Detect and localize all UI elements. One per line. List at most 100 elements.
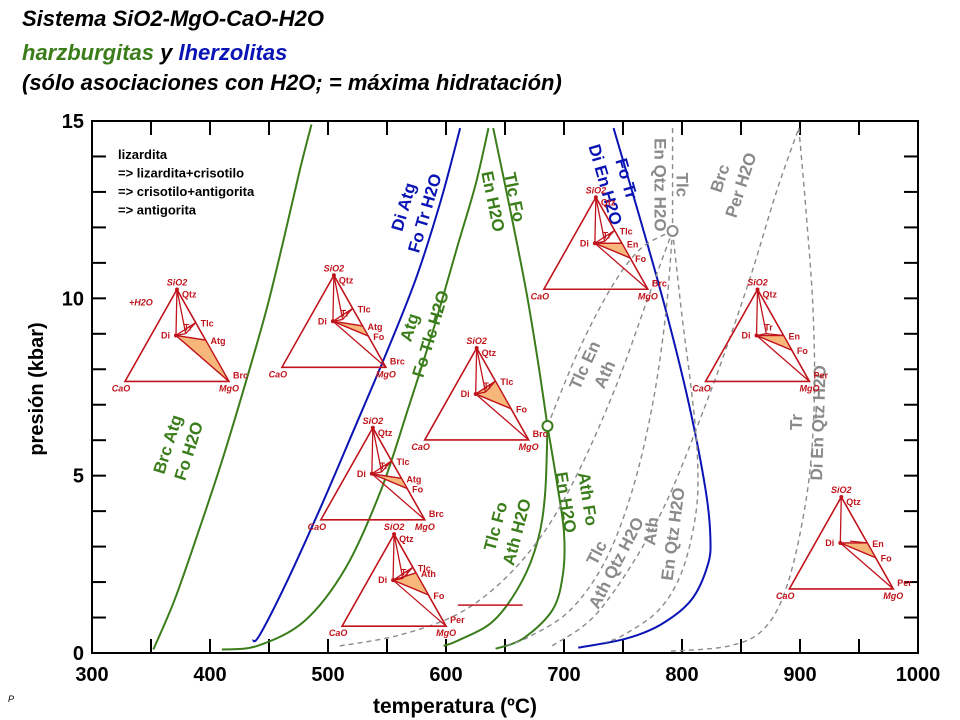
ternary-outline <box>123 287 231 383</box>
ternary-label: Fo <box>797 346 808 356</box>
reaction-curve-1 <box>251 127 462 643</box>
reaction-curve-12 <box>551 127 800 647</box>
x-axis-label: temperatura (ºC) <box>373 695 537 718</box>
reaction-curve-2 <box>221 127 490 651</box>
ternary-label: Di <box>357 469 366 479</box>
ternary-vertex-sio2 <box>474 345 479 350</box>
ternary-label: Atg <box>368 322 383 332</box>
ternary-label: Di <box>825 538 834 548</box>
reaction-curve-5 <box>495 425 566 650</box>
ternary-tie-line <box>594 229 615 244</box>
ternary-tie-line <box>333 275 344 320</box>
y-tick-label: 5 <box>73 466 84 488</box>
ternary-tri-6: SiO2 Qtz Di Tr Tlc En Fo Brc CaO MgO <box>531 185 667 301</box>
ternary-vertex-di <box>754 333 759 338</box>
ternary-tie-line <box>175 322 197 337</box>
ternary-label: MgO <box>519 442 539 452</box>
ternary-tie-line <box>332 320 387 368</box>
ternary-label: Brc <box>233 370 248 380</box>
ternary-tie-line <box>371 473 426 521</box>
ternary-outline <box>319 426 427 521</box>
x-tick-label: 1000 <box>896 664 941 686</box>
legend-line: => crisotilo+antigorita <box>118 184 255 199</box>
ternary-label: CaO <box>329 628 348 638</box>
ternary-label: MgO <box>376 369 396 379</box>
invariant-point <box>666 224 679 237</box>
ternary-label: Tr <box>380 461 389 471</box>
ternary-label: MgO <box>800 383 820 393</box>
ternary-tie-line <box>392 579 447 627</box>
ternary-label: Tlc <box>418 563 431 573</box>
ternary-label: CaO <box>776 591 795 601</box>
ternary-tie-line <box>595 197 606 242</box>
ternary-label: Tlc <box>397 457 410 467</box>
ternary-vertex-di <box>173 333 178 338</box>
ternary-label: Qtz <box>399 534 414 544</box>
ternary-tri-8: SiO2 Qtz Di En Fo Per CaO MgO <box>776 485 912 601</box>
x-tick-label: 300 <box>75 664 108 686</box>
ternary-label: CaO <box>112 383 131 393</box>
ternary-tie-line <box>839 496 842 543</box>
y-tick-label: 10 <box>62 288 84 310</box>
ternary-tri-1: SiO2 Qtz Di Tr Tlc Atg Brc CaO MgO +H2O <box>112 277 248 393</box>
reaction-label-line: Tlc <box>673 173 692 198</box>
ternary-label: SiO2 <box>586 185 607 195</box>
ternary-label: Qtz <box>763 289 778 299</box>
ternary-tie-line <box>381 460 393 473</box>
ternary-label: Fo <box>881 554 892 564</box>
ternary-label: En <box>627 239 639 249</box>
reaction-curve-8 <box>504 230 674 647</box>
ternary-tie-line <box>342 307 354 320</box>
footer-mark: P <box>8 694 15 704</box>
ternary-tie-line <box>175 334 230 382</box>
reaction-curve-11 <box>339 230 674 647</box>
ternary-tie-line <box>332 320 363 327</box>
ternary-label: Per <box>814 370 829 380</box>
ternary-label: SiO2 <box>466 336 487 346</box>
ternary-tie-line <box>840 542 876 559</box>
ternary-label: Tlc <box>620 226 633 236</box>
reaction-curve-3 <box>492 127 549 427</box>
ternary-vertex-di <box>838 540 843 545</box>
ternary-label: Fo <box>412 485 423 495</box>
ternary-label: Di <box>580 238 589 248</box>
invariant-point <box>541 420 554 433</box>
ternary-label: MgO <box>883 591 903 601</box>
ternary-label: Tr <box>603 230 612 240</box>
x-tick-label: 400 <box>193 664 226 686</box>
ternary-tie-line <box>475 380 496 395</box>
reaction-curve-9 <box>605 230 699 644</box>
ternary-label: SiO2 <box>324 263 345 273</box>
ternary-label: Tr <box>764 323 773 333</box>
ternary-label: Tlc <box>201 319 214 329</box>
ternary-vertex-di <box>592 241 597 246</box>
reaction-curve-0 <box>152 124 313 650</box>
ternary-label: Ath <box>421 569 436 579</box>
y-axis-label: presión (kbar) <box>26 322 48 455</box>
ternary-label: Fo <box>373 332 384 342</box>
subtitle-lherzolitas: lherzolitas <box>178 40 288 65</box>
chart-subtitle: harzburgitas y lherzolitas <box>22 40 287 66</box>
ternary-tie-line <box>392 579 429 596</box>
ternary-outline <box>280 273 388 369</box>
ternary-label: MgO <box>436 628 456 638</box>
ternary-vertex-sio2 <box>370 425 375 430</box>
ternary-label: Di <box>461 389 470 399</box>
ternary-label: MgO <box>638 291 658 301</box>
reaction-curve-6 <box>577 127 712 649</box>
ternary-label: CaO <box>269 369 288 379</box>
ternary-label: Atg <box>406 474 421 484</box>
ternary-label: Atg <box>211 336 226 346</box>
reaction-label-line: Di En Qtz H2O <box>807 365 830 481</box>
ternary-label: SiO2 <box>167 277 188 287</box>
ternary-tie-line <box>372 427 383 473</box>
ternary-label: Tr <box>341 308 350 318</box>
ternary-tie-line <box>756 334 810 382</box>
ternary-label: Per <box>897 578 912 588</box>
ternary-label: Tr <box>483 381 492 391</box>
ternary-tie-line <box>402 566 414 579</box>
ternary-tie-line <box>766 332 784 337</box>
